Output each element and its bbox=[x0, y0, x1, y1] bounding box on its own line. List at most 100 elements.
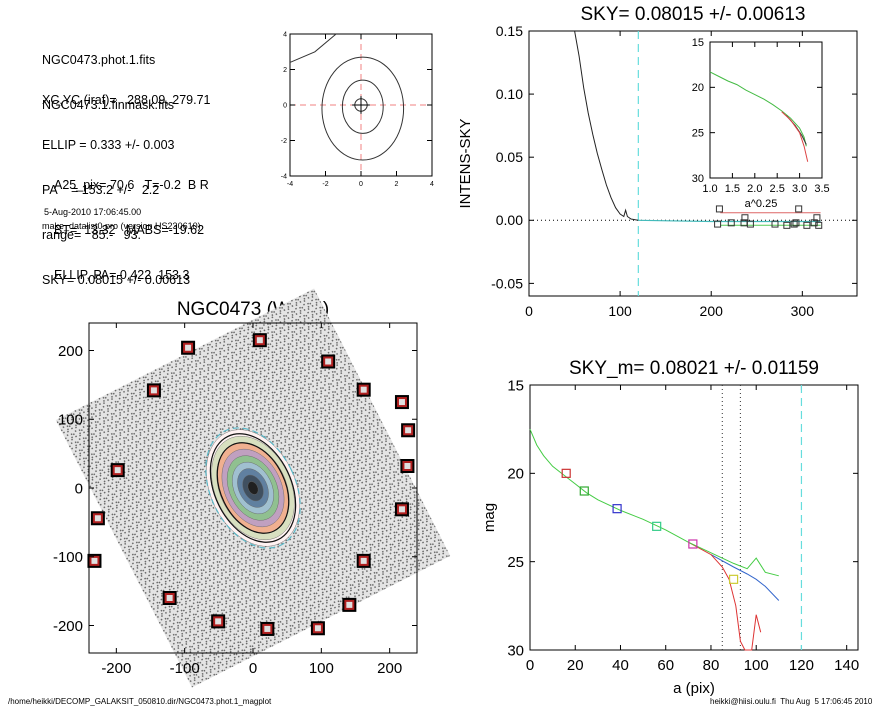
image-xtick-label: -200 bbox=[101, 660, 131, 677]
sky-box-inner-12 bbox=[360, 557, 367, 564]
sky-box-inner-15 bbox=[215, 618, 222, 625]
galaxy bbox=[205, 427, 301, 549]
inset-frame bbox=[709, 41, 823, 179]
mag-xtick-label: 80 bbox=[703, 657, 720, 674]
sky-title: SKY= 0.08015 +/- 0.00613 bbox=[580, 4, 805, 25]
contour-xtick-label: -2 bbox=[322, 181, 328, 188]
sky-ylabel: INTENS-SKY bbox=[457, 118, 474, 208]
sky-xtick-label: 0 bbox=[525, 303, 533, 319]
mag-frame bbox=[529, 384, 859, 651]
run-date: 5-Aug-2010 17:06:45.00 bbox=[44, 207, 142, 217]
inset-green bbox=[709, 71, 807, 147]
program-version: make_datalist0.pro (version HS230610) bbox=[42, 221, 201, 231]
inset-ytick-label: 25 bbox=[692, 128, 704, 140]
image-ytick-label: 0 bbox=[75, 480, 83, 497]
mag-square-2 bbox=[612, 504, 622, 514]
sky-point-8 bbox=[790, 220, 798, 228]
sky-box-inner-17 bbox=[314, 625, 321, 632]
mag-square-0 bbox=[561, 468, 571, 478]
sky-box-inner-13 bbox=[166, 595, 173, 601]
inset-xtick-label: 3.5 bbox=[814, 183, 829, 195]
inset-red bbox=[781, 111, 809, 162]
mag-ytick-label: 30 bbox=[507, 642, 524, 659]
image-xtick-label: 0 bbox=[249, 660, 257, 677]
galaxy-ring-8 bbox=[247, 481, 259, 495]
sky-box-inner-6 bbox=[405, 427, 412, 434]
sky-point-10 bbox=[795, 205, 803, 213]
mag-ytick-label: 20 bbox=[507, 466, 524, 483]
mag-xtick-label: 20 bbox=[567, 657, 584, 674]
pa-line: PA = 153.2 +/- 2.2 bbox=[42, 183, 160, 197]
sky-box-inner-16 bbox=[264, 625, 271, 632]
mag-green bbox=[529, 429, 779, 577]
mag-ytick-label: 25 bbox=[507, 554, 524, 571]
mag-title: SKY_m= 0.08021 +/- 0.01159 bbox=[569, 358, 819, 379]
ellip-pa-line: ELLIP, PA= 0.422 153.3 bbox=[54, 268, 190, 282]
photometry-params: A25_pix= 70.6 T=-0.2 B R BT= 13.32 MABS=… bbox=[54, 148, 209, 298]
mag-red bbox=[688, 541, 762, 651]
magnitude-profile-plot: SKY_m= 0.08021 +/- 0.01159 a (pix) mag 0 20 4… bbox=[481, 358, 859, 697]
mag-blue bbox=[710, 554, 780, 601]
galaxy-image-plot: NGC0473 (Warm)-200 -100 0 100 200-200-100010… bbox=[53, 288, 451, 688]
inset-xlabel: a^0.25 bbox=[745, 198, 778, 210]
inset-ytick-label: 20 bbox=[692, 82, 704, 94]
sky-box-inner-8 bbox=[404, 463, 411, 469]
mag-xlabel: a (pix) bbox=[673, 680, 715, 697]
footer-host: heikki@hiisi.oulu.fi Thu Aug 5 17:06:45 … bbox=[710, 697, 873, 706]
sky-xtick-label: 200 bbox=[700, 303, 724, 319]
sky-point-6 bbox=[771, 220, 779, 228]
sky-box-inner-4 bbox=[360, 386, 367, 393]
contour-ytick-label: -2 bbox=[281, 138, 287, 145]
ellip-line: ELLIP = 0.333 +/- 0.003 bbox=[42, 138, 175, 152]
contour-ytick-label: 0 bbox=[283, 102, 287, 109]
inset-xtick-label: 1.0 bbox=[702, 183, 717, 195]
image-ytick-label: 100 bbox=[58, 412, 83, 429]
contour-ytick-label: -4 bbox=[281, 173, 287, 180]
mag-square-4 bbox=[688, 539, 698, 549]
image-xtick-label: -100 bbox=[170, 660, 200, 677]
sky-box-inner-1 bbox=[256, 337, 263, 344]
sky-point-11 bbox=[803, 221, 811, 229]
sky-point-7 bbox=[783, 221, 791, 229]
mag-square-3 bbox=[652, 521, 662, 531]
sky-box-inner-11 bbox=[91, 557, 98, 564]
sky-box-inner-5 bbox=[398, 399, 405, 406]
inset-ytick-label: 30 bbox=[692, 173, 704, 185]
sky-profile-plot: SKY= 0.08015 +/- 0.00613 INTENS-SKY 0 100 20… bbox=[457, 4, 858, 319]
inset-xtick-label: 2.5 bbox=[770, 183, 785, 195]
sky-point-4 bbox=[741, 214, 749, 222]
intensity-profile bbox=[574, 30, 639, 221]
sky-box-inner-10 bbox=[398, 506, 405, 513]
mask-file: NGC0473.1.finmask.fits bbox=[42, 98, 174, 112]
bt-line: BT= 13.32 MABS=-19.62 bbox=[54, 223, 205, 237]
sky-point-0 bbox=[714, 220, 722, 228]
image-ytick-label: -100 bbox=[53, 549, 83, 566]
inset-xtick-label: 2.0 bbox=[747, 183, 762, 195]
mag-xtick-label: 100 bbox=[744, 657, 769, 674]
sky-point-2 bbox=[727, 219, 735, 227]
fit-ellipse-1 bbox=[209, 433, 297, 543]
mag-square-1 bbox=[579, 486, 589, 496]
fit-params: XC,YC (iraf)= 288.09, 279.71 ELLIP = 0.3… bbox=[42, 63, 211, 303]
fit-ellipse-0 bbox=[216, 442, 290, 534]
footer-path: /home/heikki/DECOMP_GALAKSIT_050810.dir/… bbox=[8, 697, 272, 706]
sky-line: SKY= 0.08015 +/- 0.00613 bbox=[42, 273, 191, 287]
inset-ytick-label: 15 bbox=[692, 37, 704, 49]
sky-box-inner-3 bbox=[150, 387, 157, 394]
contour-xtick-label: -4 bbox=[287, 181, 293, 188]
mag-xtick-label: 120 bbox=[789, 657, 814, 674]
sky-point-13 bbox=[813, 214, 821, 222]
sky-ytick-label: 0.05 bbox=[496, 149, 523, 165]
inset-xtick-label: 1.5 bbox=[725, 183, 740, 195]
contour-ytick-label: 2 bbox=[283, 67, 287, 74]
file-names: NGC0473.phot.1.fits NGC0473.1.finmask.fi… bbox=[42, 23, 174, 128]
contour-1 bbox=[341, 79, 384, 134]
image-ytick-label: -200 bbox=[53, 618, 83, 635]
sky-ytick-label: -0.05 bbox=[491, 275, 523, 291]
mag-xtick-label: 0 bbox=[526, 657, 534, 674]
sky-ytick-label: 0.10 bbox=[496, 86, 523, 102]
sky-box-inner-14 bbox=[346, 601, 353, 608]
sky-ytick-label: 0.00 bbox=[496, 212, 523, 228]
image-ytick-label: 200 bbox=[58, 343, 83, 360]
